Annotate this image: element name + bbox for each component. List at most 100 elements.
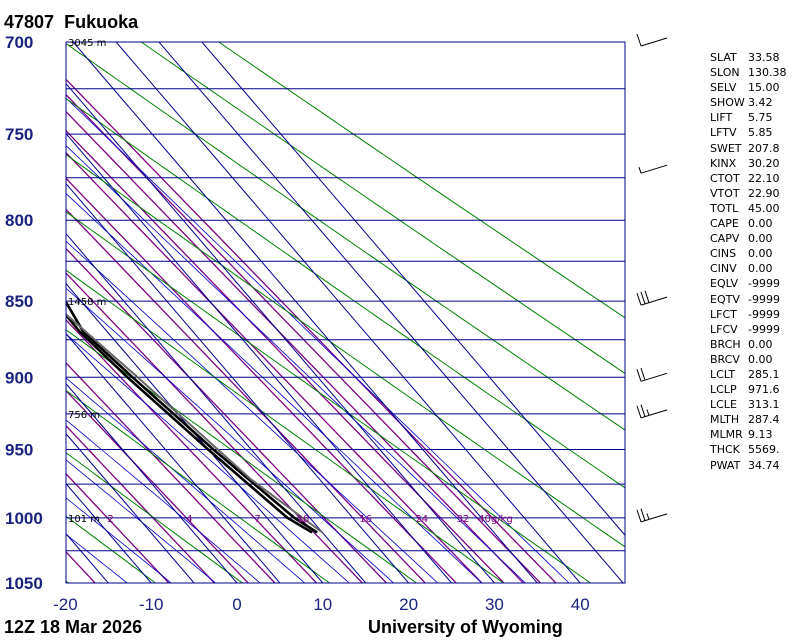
isobar-grid <box>66 42 625 583</box>
mixing-ratio-label: 4 <box>186 514 192 525</box>
index-value: 34.74 <box>748 458 780 472</box>
mixing-ratio-labels: 0.42471016243240g/kg <box>107 514 512 525</box>
wind-barb-flag <box>636 292 642 306</box>
index-value: 33.58 <box>748 51 780 64</box>
wind-barb <box>638 164 668 174</box>
index-row: THCK 5569. <box>710 442 787 457</box>
wind-barb-flag <box>636 33 642 47</box>
station-id: 47807 <box>4 12 55 32</box>
isotherm-line <box>0 0 76 640</box>
index-row: KINX 30.20 <box>710 156 787 171</box>
parcel-trace <box>66 313 323 534</box>
mixing-ratio-line <box>66 110 525 583</box>
mixing-ratio-line <box>66 78 557 583</box>
temperature-tick-label: 40 <box>571 595 590 614</box>
isotherm-line <box>66 232 367 583</box>
index-row: CINS 0.00 <box>710 246 787 261</box>
mixing-ratio-label: 16 <box>359 514 372 525</box>
moist-adiabats <box>66 97 570 583</box>
height-labels: 3045 m 1458 m 756 m 101 m <box>68 38 106 525</box>
mixing-ratio-label: 10 <box>297 514 310 525</box>
index-row: SWET 207.8 <box>710 141 787 156</box>
index-value: -9999 <box>748 307 780 321</box>
index-key: PWAT <box>710 458 741 472</box>
mixing-ratio-line <box>66 424 216 583</box>
index-value: 0.00 <box>748 247 773 261</box>
index-row: SLON 130.38 <box>710 65 787 80</box>
index-value: -9999 <box>748 292 780 306</box>
isotherm-line <box>158 42 624 583</box>
wind-barb-flag <box>636 369 642 382</box>
pressure-tick-label: 950 <box>5 441 33 460</box>
index-value: 971.6 <box>748 383 780 397</box>
index-value: 207.8 <box>748 141 780 155</box>
index-value: 3.42 <box>748 96 773 110</box>
pressure-tick-label: 1050 <box>5 574 43 593</box>
index-value: 0.00 <box>748 262 773 276</box>
index-value: 0.00 <box>748 217 773 231</box>
wind-barb-half-flag <box>638 167 642 174</box>
mixing-ratio-line <box>0 0 63 640</box>
index-row: VTOT 22.90 <box>710 186 787 201</box>
index-key: SWET <box>710 141 742 155</box>
index-key: SLON <box>710 66 740 80</box>
index-key: CAPE <box>710 217 739 231</box>
isotherm-line <box>66 482 152 583</box>
index-row: PWAT 34.74 <box>710 458 787 473</box>
moist-adiabat-line <box>66 419 261 583</box>
index-key: CTOT <box>710 171 740 185</box>
sounding-profiles <box>66 299 323 534</box>
index-key: SHOW <box>710 96 745 110</box>
mixing-ratio-lines <box>0 0 557 640</box>
index-key: EQLV <box>710 277 739 291</box>
wind-barb-flag <box>640 291 646 305</box>
index-row: LFCV -9999 <box>710 322 787 337</box>
temperature-tick-label: 0 <box>232 595 241 614</box>
index-value: 0.00 <box>748 232 773 246</box>
isotherm-line <box>66 432 195 583</box>
data-source: University of Wyoming <box>368 617 563 637</box>
isotherm-line <box>66 582 67 583</box>
mixing-ratio-line <box>66 389 249 583</box>
mixing-ratio-line <box>66 129 505 583</box>
dry-adiabat-line <box>66 154 625 548</box>
index-key: LFCV <box>710 322 738 336</box>
index-key: LFCT <box>710 307 737 321</box>
isotherm-line <box>72 42 538 583</box>
index-value: -9999 <box>748 322 780 336</box>
index-row: BRCH 0.00 <box>710 337 787 352</box>
index-row: SHOW 3.42 <box>710 95 787 110</box>
wind-barb-flag <box>644 290 650 303</box>
wind-barb <box>636 33 668 47</box>
index-row: CAPE 0.00 <box>710 216 787 231</box>
observation-time: 12Z 18 Mar 2026 <box>4 617 143 637</box>
index-value: 313.1 <box>748 398 780 412</box>
index-key: LCLT <box>710 367 736 381</box>
index-value: 5569. <box>748 443 780 457</box>
index-row: LCLT 285.1 <box>710 367 787 382</box>
wind-barb <box>636 367 668 382</box>
index-key: TOTL <box>710 201 739 215</box>
index-row: SLAT 33.58 <box>710 50 787 65</box>
index-key: VTOT <box>710 186 740 200</box>
pressure-tick-label: 800 <box>5 211 33 230</box>
height-label: 756 m <box>68 410 100 421</box>
dry-adiabat-line <box>66 452 244 583</box>
index-row: TOTL 45.00 <box>710 201 787 216</box>
index-key: KINX <box>710 156 737 170</box>
isotherm-line <box>115 42 581 583</box>
wind-barb <box>636 508 668 523</box>
height-label: 101 m <box>68 514 100 525</box>
index-key: LFTV <box>710 126 737 140</box>
index-value: 0.00 <box>748 337 773 351</box>
pressure-tick-labels: 700 750 800 850 900 950 1000 1050 <box>5 33 43 593</box>
temperature-tick-label: -10 <box>139 595 164 614</box>
isotherm-line <box>66 282 324 583</box>
index-row: LCLE 313.1 <box>710 397 787 412</box>
index-row: LFTV 5.85 <box>710 125 787 140</box>
temperature-tick-label: -20 <box>53 595 78 614</box>
index-value: 30.20 <box>748 156 780 170</box>
chart-title: 47807 Fukuoka <box>4 12 138 33</box>
index-row: CTOT 22.10 <box>710 171 787 186</box>
